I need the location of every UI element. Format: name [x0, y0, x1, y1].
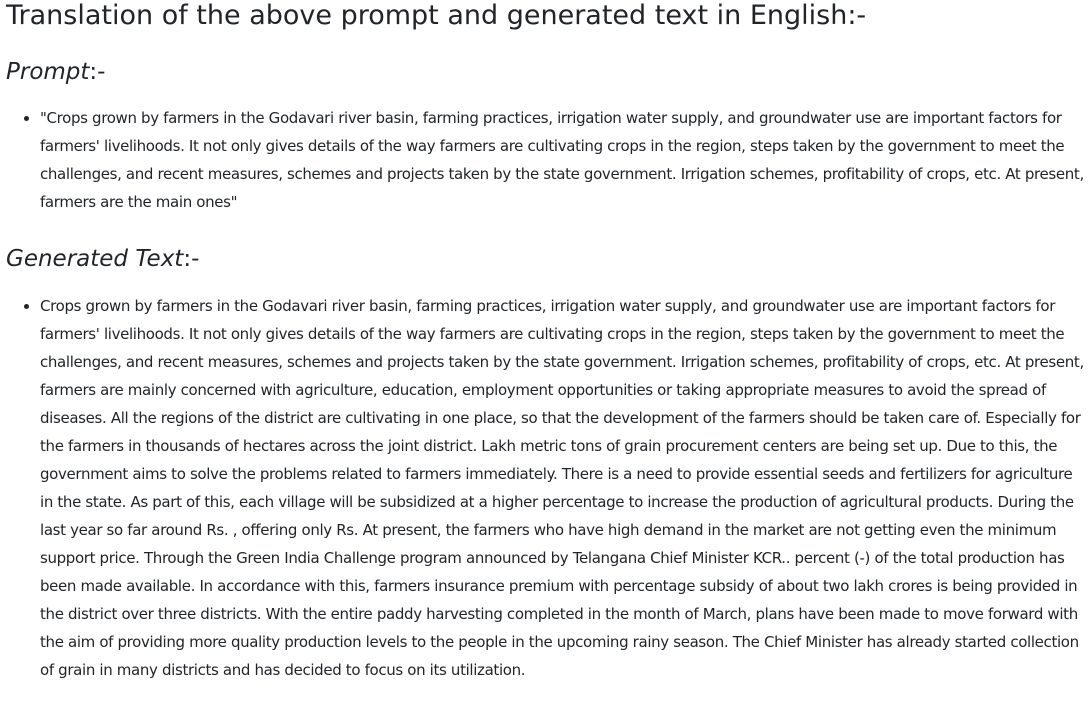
prompt-text: "Crops grown by farmers in the Godavari …: [40, 104, 1089, 216]
generated-text-heading: Generated Text:-: [6, 245, 199, 273]
generated-text-list: Crops grown by farmers in the Godavari r…: [0, 292, 1089, 684]
generated-text-heading-suffix: :-: [183, 246, 200, 272]
generated-text-heading-label: Generated Text: [6, 246, 184, 272]
prompt-heading-label: Prompt: [6, 59, 90, 85]
prompt-heading: Prompt:-: [6, 58, 105, 86]
generated-text: Crops grown by farmers in the Godavari r…: [40, 292, 1089, 684]
prompt-heading-suffix: :-: [89, 59, 106, 85]
page-title: Translation of the above prompt and gene…: [6, 0, 867, 31]
prompt-list: "Crops grown by farmers in the Godavari …: [0, 104, 1089, 216]
